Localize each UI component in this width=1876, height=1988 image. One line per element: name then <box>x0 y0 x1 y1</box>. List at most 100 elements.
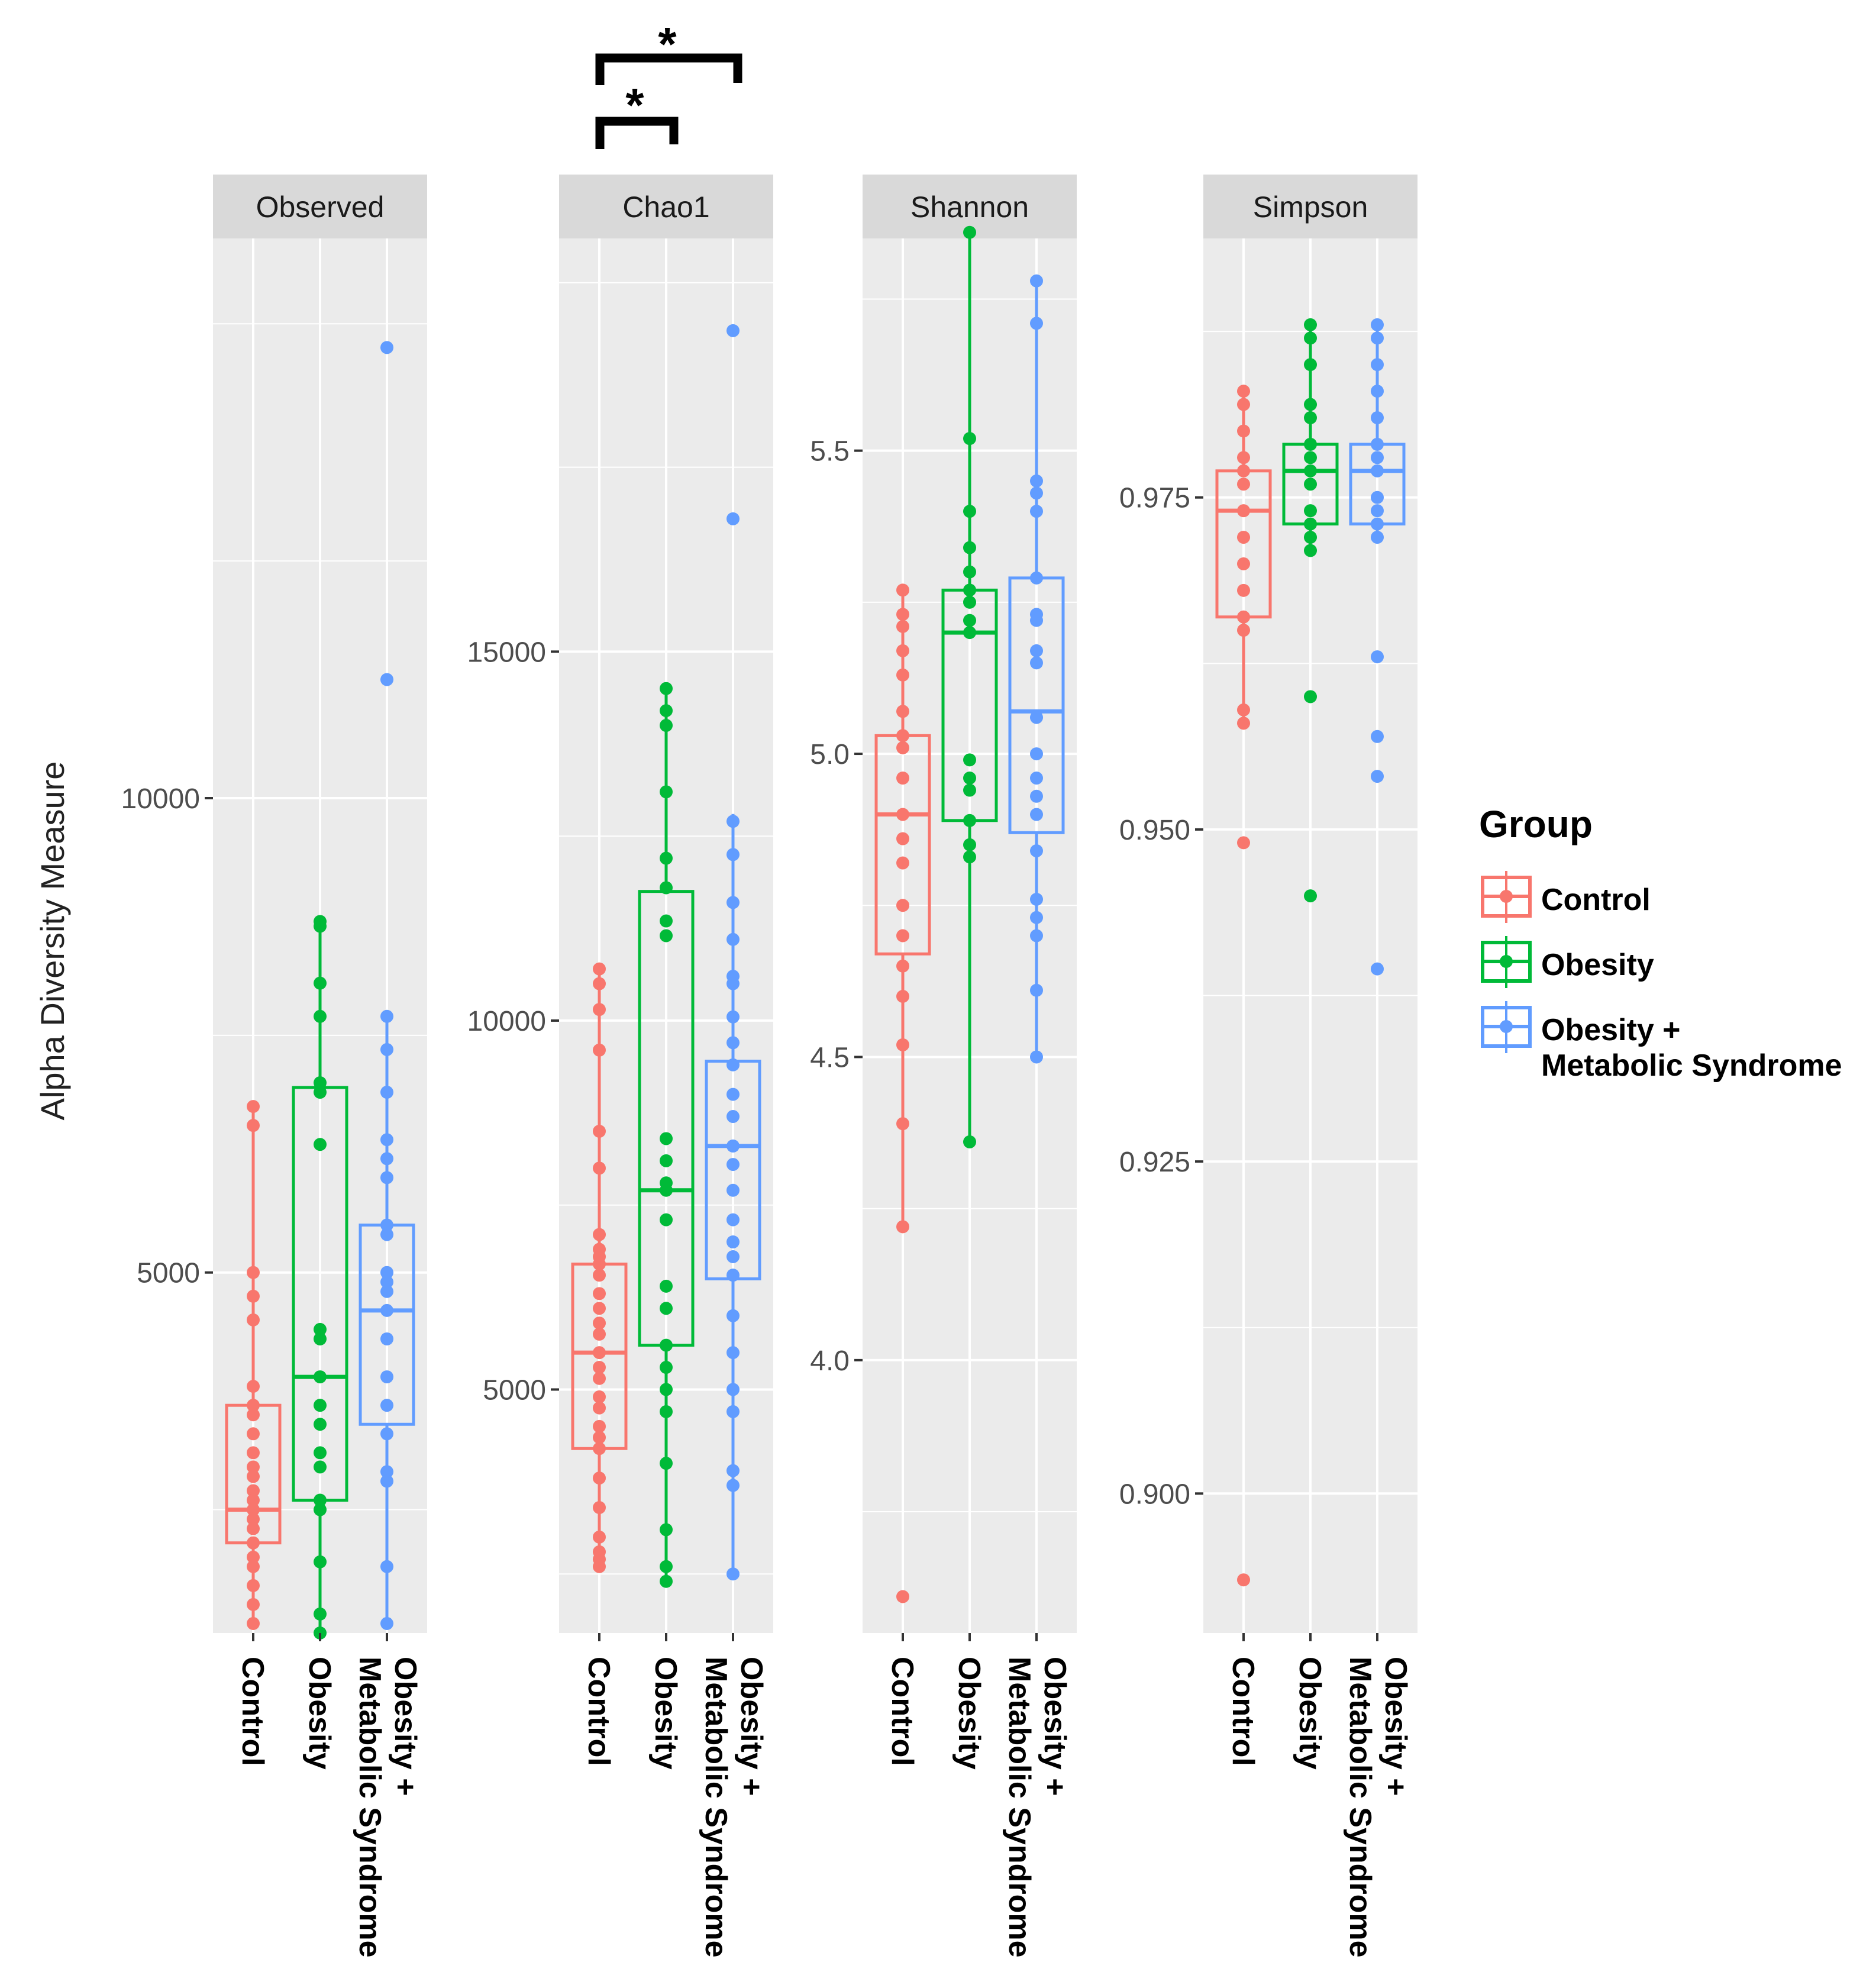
data-point <box>314 976 327 990</box>
box-group-obesity-ms <box>1349 318 1406 976</box>
data-point <box>1371 517 1384 531</box>
y-tick-label: 5.5 <box>810 436 850 467</box>
data-point <box>896 772 909 785</box>
data-point <box>247 1512 260 1526</box>
box-group-obesity-ms <box>705 324 761 1581</box>
data-point <box>660 881 673 895</box>
data-point <box>726 1010 740 1024</box>
data-point <box>660 1560 673 1573</box>
data-point <box>896 832 909 845</box>
data-point <box>314 1493 327 1507</box>
data-point <box>380 1332 393 1345</box>
data-point <box>1237 703 1250 717</box>
data-point <box>593 1371 606 1385</box>
data-point <box>380 1266 393 1279</box>
data-point <box>963 626 976 640</box>
data-point <box>660 1523 673 1537</box>
y-tick-label: 0.900 <box>1119 1479 1190 1510</box>
x-tick-label-obesity: Obesity <box>648 1657 683 1770</box>
y-tick-label: 10000 <box>121 783 200 815</box>
data-point <box>314 1418 327 1431</box>
facet-strip-observed <box>213 175 427 238</box>
data-point <box>726 1309 740 1322</box>
data-point <box>380 1171 393 1185</box>
data-point <box>1237 424 1250 438</box>
data-point <box>380 1043 393 1056</box>
data-point <box>726 1250 740 1263</box>
data-point <box>380 1370 393 1384</box>
data-point <box>660 851 673 865</box>
data-point <box>1304 331 1317 345</box>
data-point <box>1237 451 1250 464</box>
data-point <box>314 1607 327 1621</box>
data-point <box>380 1285 393 1298</box>
data-point <box>726 977 740 990</box>
data-point <box>593 1431 606 1444</box>
data-point <box>963 850 976 864</box>
facet-simpson: Simpson 0.900 0.925 0.950 0.975 Control Obesit… <box>1119 175 1418 1958</box>
data-point <box>314 1086 327 1099</box>
data-point <box>660 1183 673 1197</box>
data-point <box>247 1616 260 1630</box>
data-point <box>1304 358 1317 372</box>
x-tick-label-control: Control <box>235 1657 270 1766</box>
data-point <box>1304 690 1317 703</box>
data-point <box>380 1228 393 1241</box>
data-point <box>593 1471 606 1485</box>
y-tick-label: 10000 <box>467 1006 546 1037</box>
data-point <box>896 1590 909 1603</box>
data-point <box>726 1158 740 1172</box>
data-point <box>1371 770 1384 783</box>
data-point <box>1371 411 1384 425</box>
data-point <box>963 583 976 597</box>
data-point <box>963 772 976 785</box>
data-point <box>896 644 909 657</box>
data-point <box>660 785 673 799</box>
data-point <box>726 815 740 828</box>
y-tick-label: 15000 <box>467 637 546 668</box>
data-point <box>593 1316 606 1330</box>
data-point <box>1371 331 1384 345</box>
facet-strip-simpson <box>1203 175 1418 238</box>
data-point <box>660 1279 673 1293</box>
data-point <box>1371 437 1384 451</box>
data-point <box>380 341 393 354</box>
data-point <box>1371 730 1384 743</box>
data-point <box>1030 983 1043 997</box>
data-point <box>1371 490 1384 504</box>
x-tick-label-control: Control <box>885 1657 919 1766</box>
data-point <box>380 1303 393 1317</box>
y-tick-label: 0.950 <box>1119 815 1190 846</box>
data-point <box>593 1327 606 1341</box>
data-point <box>896 741 909 754</box>
data-point <box>660 719 673 732</box>
data-point <box>896 583 909 597</box>
box-group-control <box>571 962 628 1573</box>
data-point <box>247 1266 260 1279</box>
y-tick-label: 4.5 <box>810 1042 850 1073</box>
data-point <box>593 1401 606 1415</box>
box-group-obesity <box>292 915 348 1640</box>
data-point <box>1371 358 1384 372</box>
data-point <box>314 1503 327 1516</box>
data-point <box>963 565 976 579</box>
data-point <box>1371 464 1384 477</box>
data-point <box>1030 614 1043 627</box>
data-point <box>896 856 909 870</box>
data-point <box>726 896 740 909</box>
data-point <box>1030 893 1043 906</box>
data-point <box>660 929 673 943</box>
data-point <box>1030 274 1043 288</box>
facet-title-shannon: Shannon <box>910 191 1029 224</box>
facet-observed: Observed 5000 10000 Control Obesity Obesity +… <box>121 175 427 1958</box>
legend-key-control <box>1481 871 1532 923</box>
data-point <box>1030 505 1043 518</box>
data-point <box>247 1550 260 1564</box>
data-point <box>380 1560 393 1573</box>
data-point <box>963 783 976 797</box>
data-point <box>660 1361 673 1374</box>
data-point <box>1030 929 1043 943</box>
data-point <box>726 848 740 861</box>
data-point <box>1237 836 1250 850</box>
